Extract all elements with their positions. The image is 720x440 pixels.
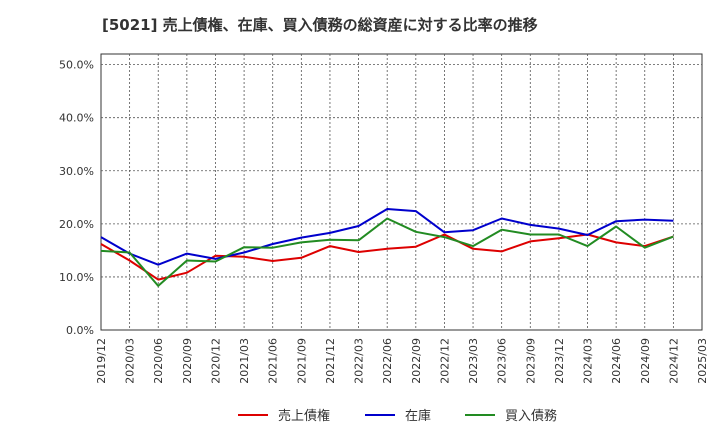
y-tick-label: 0.0% bbox=[66, 324, 94, 337]
series-layer bbox=[100, 208, 674, 287]
legend-label: 売上債権 bbox=[278, 408, 330, 424]
x-tick-label: 2022/12 bbox=[438, 338, 451, 384]
x-tick-label: 2024/12 bbox=[667, 338, 680, 384]
series-line bbox=[100, 208, 674, 266]
x-tick-label: 2019/12 bbox=[95, 338, 108, 384]
grid-layer bbox=[100, 53, 703, 331]
y-tick-label: 50.0% bbox=[59, 59, 94, 72]
y-tick-label: 20.0% bbox=[59, 218, 94, 231]
x-tick-label: 2022/06 bbox=[381, 338, 394, 384]
x-tick-label: 2020/12 bbox=[209, 338, 222, 384]
x-tick-label: 2020/03 bbox=[124, 338, 137, 384]
y-tick-label: 40.0% bbox=[59, 112, 94, 125]
y-tick-label: 10.0% bbox=[59, 271, 94, 284]
x-tick-label: 2024/03 bbox=[582, 338, 595, 384]
chart-title: [5021] 売上債権、在庫、買入債務の総資産に対する比率の推移 bbox=[102, 16, 538, 34]
legend: 売上債権 在庫 買入債務 bbox=[238, 408, 557, 424]
x-tick-label: 2024/09 bbox=[639, 338, 652, 384]
x-tick-label: 2025/03 bbox=[696, 338, 709, 384]
y-tick-label: 30.0% bbox=[59, 165, 94, 178]
series-line bbox=[100, 233, 674, 281]
legend-label: 買入債務 bbox=[505, 409, 557, 424]
x-tick-label: 2023/09 bbox=[524, 338, 537, 384]
x-tick-label: 2023/03 bbox=[467, 338, 480, 384]
x-tick-label: 2022/09 bbox=[410, 338, 423, 384]
axis-layer: 0.0% 10.0% 20.0% 30.0% 40.0% 50.0% 2019/12 2020… bbox=[59, 59, 709, 384]
x-tick-label: 2022/03 bbox=[353, 338, 366, 384]
x-tick-label: 2021/03 bbox=[238, 338, 251, 384]
x-tick-label: 2024/06 bbox=[610, 338, 623, 384]
x-tick-label: 2023/12 bbox=[553, 338, 566, 384]
x-tick-label: 2021/09 bbox=[295, 338, 308, 384]
x-tick-label: 2023/06 bbox=[496, 338, 509, 384]
series-line bbox=[100, 217, 674, 287]
x-tick-label: 2020/06 bbox=[152, 338, 165, 384]
x-tick-label: 2020/09 bbox=[181, 338, 194, 384]
x-tick-label: 2021/12 bbox=[324, 338, 337, 384]
legend-label: 在庫 bbox=[405, 409, 431, 424]
x-tick-label: 2021/06 bbox=[267, 338, 280, 384]
plot-frame bbox=[100, 53, 703, 331]
